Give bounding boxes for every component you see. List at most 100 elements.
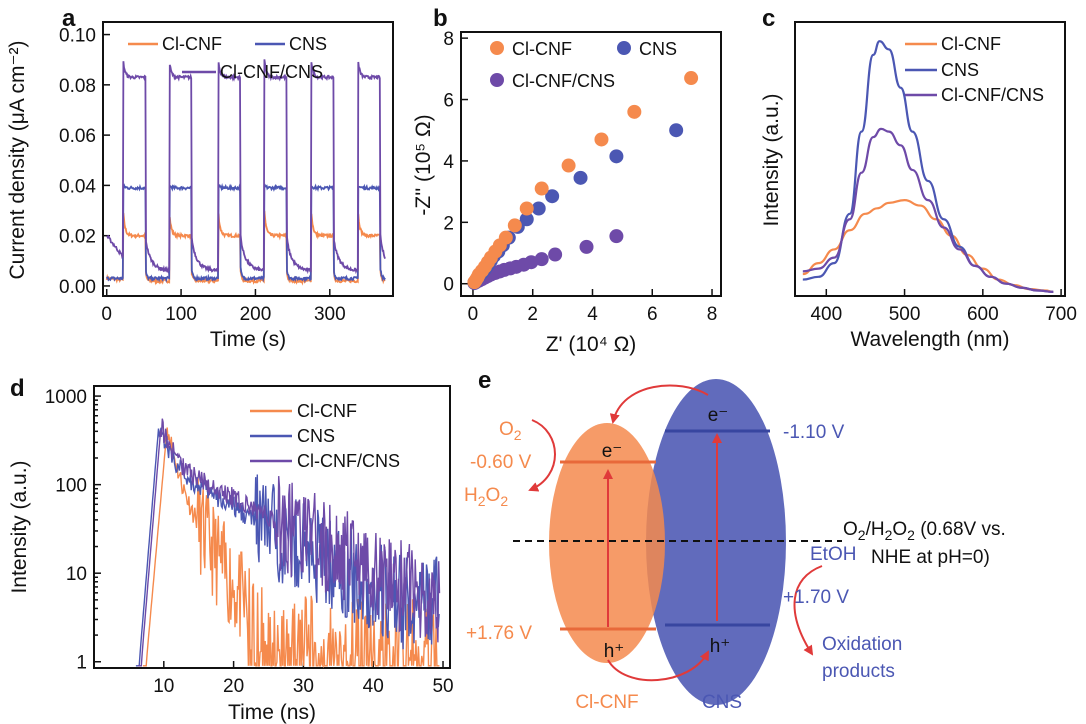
legend-b-composite-marker <box>490 73 504 87</box>
legend-c-clcnf: Cl-CNF <box>941 34 1001 54</box>
point-b-cns <box>545 189 560 204</box>
point-b-cl-cnf <box>627 104 642 119</box>
chart-a-series <box>105 59 386 286</box>
point-b-cns <box>519 212 534 227</box>
cns-hole: h⁺ <box>710 636 731 657</box>
x-tick-label: 10 <box>153 676 174 697</box>
cns-cb-potential: -1.10 V <box>783 422 845 443</box>
x-tick-label: 30 <box>293 676 314 697</box>
point-b-cl-cnf <box>594 132 609 147</box>
chart-c: 400 500 600 700 Cl-CNF CNS Cl-CNF/CNS Wavel… <box>760 21 1077 351</box>
band-diagram: e⁻ e⁻ h⁺ h⁺ O2 H2O2 -0.60 V +1.76 V -1.1… <box>464 379 1006 713</box>
etoh-oxidation-arrow <box>793 565 823 656</box>
clcnf-hole: h⁺ <box>604 641 625 662</box>
etoh-label: EtOH <box>810 544 856 565</box>
point-b-cl-cnf <box>507 218 522 233</box>
o2-reduction-arrow <box>528 419 556 492</box>
chart-c-ticks: 400 500 600 700 <box>810 289 1077 325</box>
point-b-cl-cnf <box>684 71 699 86</box>
series-a-cl-cnf-cns <box>106 59 386 275</box>
point-b-cl-cnf-cns <box>609 229 624 244</box>
oxidation-products-line1: Oxidation <box>822 634 902 655</box>
legend-b-cns: CNS <box>639 39 677 59</box>
y-tick-label: 0 <box>443 275 454 296</box>
point-b-cns <box>609 149 624 164</box>
x-tick-label: 100 <box>165 304 197 325</box>
chart-d-frame <box>93 385 451 669</box>
panel-label-b: b <box>433 5 448 32</box>
series-d-cl-cnf <box>142 427 440 669</box>
series-c-cl-cnf-cns <box>802 127 1054 293</box>
legend-b-cns-marker <box>617 41 631 55</box>
chart-d-ylabel: Intensity (a.u.) <box>8 460 31 593</box>
chart-c-frame <box>794 21 1066 297</box>
y-tick-label: 0.02 <box>59 227 96 248</box>
chart-b-frame <box>460 31 722 297</box>
point-b-cl-cnf <box>561 158 576 173</box>
y-tick-label: 0.00 <box>59 277 96 298</box>
legend-b-clcnf: Cl-CNF <box>512 39 572 59</box>
chart-a-xlabel: Time (s) <box>210 328 286 351</box>
point-b-cl-cnf <box>519 201 534 216</box>
clcnf-caption: Cl-CNF <box>575 692 638 713</box>
oxidation-products-line2: products <box>822 661 895 682</box>
legend-b-composite: Cl-CNF/CNS <box>512 71 615 91</box>
series-d-cl-cnf-cns <box>138 418 441 667</box>
x-tick-label: 300 <box>314 304 346 325</box>
clcnf-cb-potential: -0.60 V <box>470 452 532 473</box>
o2-label: O2 <box>499 419 522 443</box>
point-b-cl-cnf <box>534 181 549 196</box>
x-tick-label: 8 <box>707 304 718 325</box>
chart-b-ylabel: -Z'' (10⁵ Ω) <box>412 114 435 215</box>
x-tick-label: 200 <box>240 304 272 325</box>
chart-a-ticks: 0 100 200 300 0.00 0.02 0.04 0.06 0.08 0.10 <box>59 26 346 325</box>
y-tick-label: 6 <box>443 91 454 112</box>
y-tick-label: 1 <box>76 653 87 674</box>
chart-c-ylabel: Intensity (a.u.) <box>760 93 783 226</box>
chart-b-xlabel: Z' (10⁴ Ω) <box>546 333 637 356</box>
hole-transfer-arrow <box>607 650 709 682</box>
y-tick-label: 10 <box>66 564 87 585</box>
x-tick-label: 0 <box>468 304 479 325</box>
clcnf-vb-potential: +1.76 V <box>466 623 532 644</box>
panel-label-e: e <box>478 367 491 394</box>
cns-electron: e⁻ <box>708 405 729 426</box>
x-tick-label: 20 <box>223 676 244 697</box>
x-tick-label: 6 <box>647 304 658 325</box>
chart-a-frame <box>102 21 394 297</box>
chart-b-series <box>467 71 699 291</box>
legend-d-clcnf: Cl-CNF <box>297 401 357 421</box>
chart-c-series <box>802 40 1054 293</box>
redox-potential-label-1: O2/H2O2 (0.68V vs. <box>843 519 1006 543</box>
y-tick-label: 0.10 <box>59 26 96 47</box>
clcnf-electron: e⁻ <box>602 441 623 462</box>
panel-label-a: a <box>62 5 76 32</box>
x-tick-label: 500 <box>889 304 921 325</box>
x-tick-label: 700 <box>1045 304 1077 325</box>
legend-b-clcnf-marker <box>490 41 504 55</box>
cns-caption: CNS <box>702 692 742 713</box>
series-a-cl-cnf <box>105 210 386 286</box>
x-tick-label: 40 <box>363 676 384 697</box>
point-b-cl-cnf <box>498 230 513 245</box>
x-tick-label: 400 <box>810 304 842 325</box>
point-b-cns <box>669 123 684 138</box>
y-tick-label: 2 <box>443 213 454 234</box>
series-a-cns <box>105 182 386 284</box>
electron-transfer-arrow <box>609 384 709 424</box>
h2o2-label: H2O2 <box>464 485 508 509</box>
chart-d-ticks: 10 20 30 40 50 1 10 100 1000 <box>45 387 454 697</box>
legend-c-composite: Cl-CNF/CNS <box>941 85 1044 105</box>
x-tick-label: 600 <box>967 304 999 325</box>
chart-a-ylabel: Current density (μA cm⁻²) <box>6 40 29 279</box>
y-tick-label: 100 <box>55 476 87 497</box>
x-tick-label: 50 <box>432 676 453 697</box>
y-tick-label: 0.04 <box>59 176 96 197</box>
series-c-cns <box>802 40 1054 293</box>
point-b-cns <box>573 170 588 185</box>
point-b-cl-cnf-cns <box>534 252 549 267</box>
y-tick-label: 4 <box>443 152 454 173</box>
point-b-cl-cnf-cns <box>548 247 563 262</box>
cns-vb-potential: +1.70 V <box>783 587 849 608</box>
chart-c-xlabel: Wavelength (nm) <box>850 328 1009 351</box>
